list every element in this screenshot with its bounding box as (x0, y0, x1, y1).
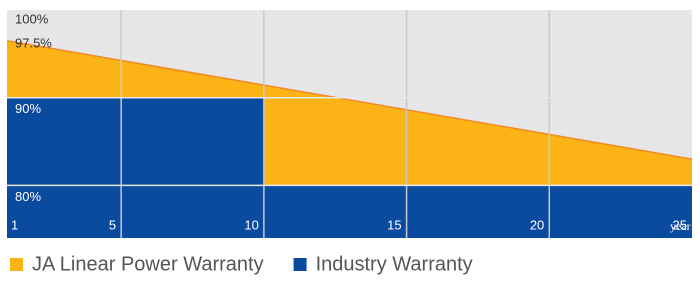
legend-swatch (293, 258, 307, 271)
y-tick-label: 97.5% (15, 35, 52, 50)
x-tick-label: 15 (387, 217, 401, 232)
x-tick-label: 20 (530, 217, 544, 232)
x-axis-label: year (670, 219, 691, 233)
y-tick-label: 100% (15, 11, 49, 26)
y-tick-label: 80% (15, 189, 41, 204)
legend-swatch (10, 258, 23, 271)
x-tick-label: 25 (673, 217, 687, 232)
legend-label: Industry Warranty (316, 253, 473, 275)
y-tick-label: 90% (15, 101, 41, 116)
area (7, 97, 692, 238)
x-tick-label: 10 (244, 217, 258, 232)
x-tick-label: 1 (11, 217, 18, 232)
legend-label: JA Linear Power Warranty (32, 253, 264, 275)
x-tick-label: 5 (109, 217, 116, 232)
